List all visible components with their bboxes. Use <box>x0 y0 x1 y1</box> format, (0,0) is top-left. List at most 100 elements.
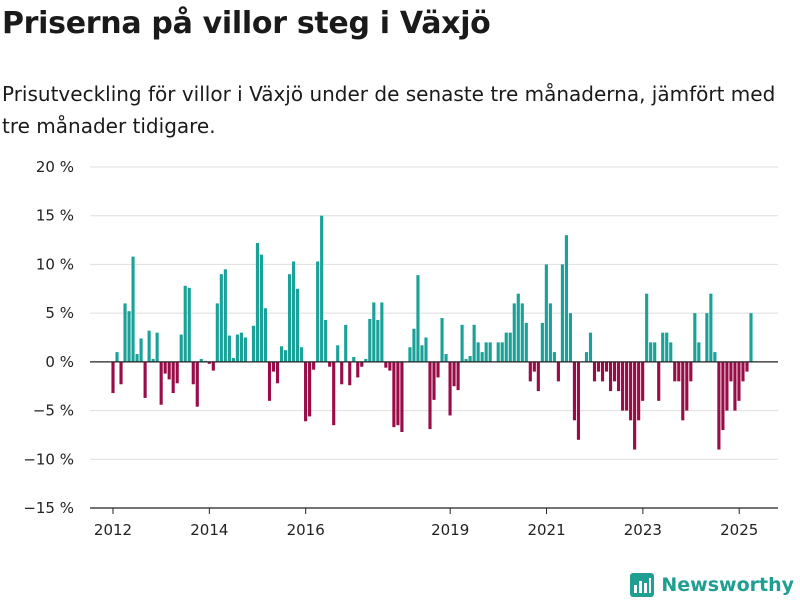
bar <box>572 361 577 421</box>
bar <box>524 322 528 362</box>
bar <box>139 338 143 362</box>
bar <box>448 361 452 416</box>
bar <box>312 361 316 370</box>
bar <box>267 361 272 401</box>
bar <box>255 242 260 362</box>
chart-subtitle: Prisutveckling för villor i Växjö under … <box>2 82 776 138</box>
bar <box>556 361 560 382</box>
bar <box>484 342 488 362</box>
bar <box>709 293 713 362</box>
bar <box>283 350 288 362</box>
bar <box>625 361 629 411</box>
bar <box>279 346 284 362</box>
bar <box>436 361 440 378</box>
bar <box>600 361 605 382</box>
bar <box>227 335 231 362</box>
bar <box>617 361 621 392</box>
bar <box>372 302 376 362</box>
bar <box>705 313 709 362</box>
bar <box>320 215 324 362</box>
bar <box>693 313 697 362</box>
bar <box>669 342 673 362</box>
bar <box>195 361 199 407</box>
bar <box>143 361 147 398</box>
bar <box>564 235 568 362</box>
bar <box>548 303 552 362</box>
bar <box>275 361 280 384</box>
bars <box>111 215 753 450</box>
bar <box>544 264 548 362</box>
bar <box>183 285 187 362</box>
bar <box>613 361 617 382</box>
bar <box>175 361 179 384</box>
bar <box>653 342 657 362</box>
y-tick-label: 5 % <box>45 304 74 322</box>
bar <box>271 361 276 372</box>
bar <box>677 361 681 382</box>
y-tick-label: −5 % <box>33 402 74 420</box>
bar <box>392 361 396 428</box>
bar <box>304 361 308 422</box>
x-tick-label: 2014 <box>190 521 228 539</box>
bar <box>364 358 368 362</box>
bar <box>135 354 139 362</box>
bar <box>749 313 753 362</box>
x-tick-label: 2012 <box>94 521 132 539</box>
bar <box>324 319 328 362</box>
bar <box>300 347 304 362</box>
bar <box>737 361 741 401</box>
latest-value-label: 5 % <box>753 0 782 4</box>
bar <box>179 334 183 362</box>
bar <box>468 356 472 362</box>
x-axis-ticks: 2012 2014 2016 2019 2021 2023 2025 <box>94 508 758 539</box>
bar <box>516 293 520 362</box>
bar <box>111 361 115 394</box>
bar <box>336 345 340 362</box>
y-tick-label: 0 % <box>45 353 74 371</box>
bar <box>223 269 227 362</box>
bar <box>608 361 613 392</box>
bar <box>464 358 468 362</box>
bar <box>155 332 159 362</box>
bar <box>424 337 428 362</box>
bar <box>452 361 456 387</box>
bar <box>432 361 436 400</box>
bar <box>592 361 597 382</box>
bar <box>456 361 460 391</box>
bar <box>316 261 320 362</box>
bar <box>416 275 420 362</box>
bar <box>685 361 689 411</box>
bar <box>131 256 135 362</box>
bar <box>384 361 388 368</box>
newsworthy-logo: Newsworthy <box>629 572 794 598</box>
bar <box>552 352 556 362</box>
y-tick-label: 10 % <box>36 255 74 273</box>
bar <box>211 361 215 371</box>
bar <box>637 361 641 421</box>
bar <box>512 303 516 362</box>
bar <box>400 361 404 433</box>
bar <box>388 361 392 371</box>
bar <box>396 361 400 426</box>
bar <box>665 332 669 362</box>
bar <box>649 342 653 362</box>
bar <box>308 361 312 417</box>
bar <box>207 361 211 364</box>
bar <box>243 337 247 362</box>
bar <box>604 361 609 372</box>
bar <box>408 347 412 362</box>
bar <box>621 361 625 411</box>
bar <box>576 361 581 440</box>
bar <box>159 361 163 405</box>
x-tick-label: 2025 <box>720 521 758 539</box>
bar <box>340 361 344 385</box>
x-tick-label: 2019 <box>431 521 469 539</box>
bar <box>496 342 500 362</box>
bar <box>187 287 191 362</box>
bar <box>147 330 151 362</box>
bar <box>167 361 171 380</box>
bar <box>641 361 645 401</box>
bar <box>412 328 416 362</box>
bar <box>215 303 219 362</box>
